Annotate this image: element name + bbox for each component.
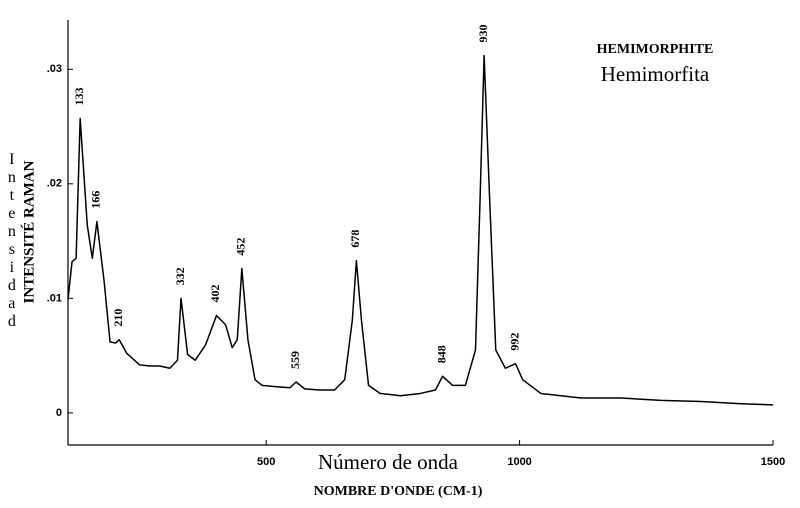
x-tick-label: 1500 (761, 456, 785, 468)
peak-label: 402 (208, 285, 222, 303)
chart-subtitle: Hemimorfita (601, 62, 710, 86)
x-axis-label: Número de onda (318, 450, 459, 474)
y-tick-label: .01 (47, 292, 62, 304)
peak-label: 133 (72, 88, 86, 106)
peak-label: 210 (111, 309, 125, 327)
peak-label: 559 (288, 351, 302, 369)
peak-label: 332 (173, 267, 187, 285)
x-tick-label: 1000 (507, 456, 531, 468)
y-axis-label: INTENSITÉ RAMAN (20, 160, 37, 303)
y-tick-label: .02 (47, 178, 62, 190)
peak-label: 452 (234, 238, 248, 256)
peak-label: 930 (476, 25, 490, 43)
peak-label: 848 (434, 345, 448, 363)
y-tick-label: .03 (47, 63, 62, 75)
peak-label: 166 (89, 191, 103, 209)
x-axis-label-2: NOMBRE D'ONDE (CM-1) (314, 484, 483, 499)
y-axis-label-2: Intensidad (3, 151, 20, 331)
y-tick-label: 0 (56, 407, 62, 419)
spectrum-line (67, 54, 774, 406)
peak-label: 678 (348, 230, 362, 248)
x-tick-label: 500 (257, 456, 275, 468)
chart-title: HEMIMORPHITE (597, 42, 714, 57)
peak-label: 992 (507, 333, 521, 351)
